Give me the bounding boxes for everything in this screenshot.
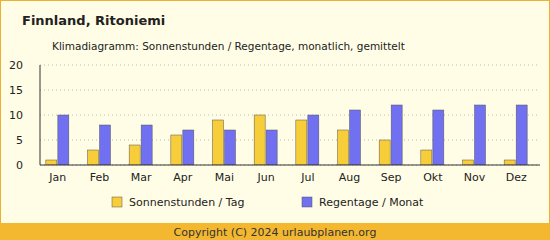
bar — [463, 160, 474, 165]
bar — [266, 130, 277, 165]
x-tick-label: Okt — [423, 171, 443, 184]
bar — [433, 110, 444, 165]
y-axis — [40, 65, 41, 165]
title: Finnland, Ritoniemi — [22, 13, 165, 28]
bar — [379, 140, 390, 165]
x-tick-label: Mai — [215, 171, 234, 184]
bar — [88, 150, 99, 165]
grid-line — [40, 140, 540, 141]
grid-line — [40, 90, 540, 91]
bar — [100, 125, 111, 165]
bar — [213, 120, 224, 165]
y-tick-label: 10 — [9, 109, 23, 122]
x-tick-label: Jun — [257, 171, 275, 184]
y-tick-label: 20 — [9, 59, 23, 72]
bar — [171, 135, 182, 165]
bar — [308, 115, 319, 165]
x-tick-label: Nov — [464, 171, 486, 184]
legend-label: Regentage / Monat — [319, 196, 424, 209]
y-tick-label: 15 — [9, 84, 23, 97]
x-tick-label: Aug — [339, 171, 360, 184]
x-tick-label: Sep — [381, 171, 402, 184]
bar — [338, 130, 349, 165]
y-tick-label: 5 — [16, 134, 23, 147]
grid-line — [40, 115, 540, 116]
x-tick-label: Apr — [173, 171, 193, 184]
bar — [296, 120, 307, 165]
bar — [504, 160, 515, 165]
bar — [46, 160, 57, 165]
grid-line — [40, 165, 540, 166]
bar — [129, 145, 140, 165]
bar — [516, 105, 527, 165]
footer: Copyright (C) 2024 urlaubplanen.org — [174, 226, 377, 239]
x-axis — [40, 165, 540, 166]
bars — [46, 105, 527, 165]
footer-bar — [0, 223, 550, 240]
chart: Finnland, Ritoniemi Klimadiagramm: Sonnen… — [0, 0, 550, 240]
x-tick-label: Jan — [48, 171, 66, 184]
grid-line — [40, 65, 540, 66]
bar — [421, 150, 432, 165]
subtitle: Klimadiagramm: Sonnenstunden / Regentage… — [52, 40, 405, 52]
x-tick-label: Feb — [90, 171, 109, 184]
bar — [475, 105, 486, 165]
bar — [254, 115, 265, 165]
legend-swatch — [112, 197, 122, 207]
bar — [141, 125, 152, 165]
y-tick-label: 0 — [16, 159, 23, 172]
bar — [225, 130, 236, 165]
bar — [350, 110, 361, 165]
chart-root: Finnland, Ritoniemi Klimadiagramm: Sonnen… — [0, 0, 550, 240]
bar — [58, 115, 69, 165]
x-tick-label: Jul — [300, 171, 314, 184]
x-tick-label: Mar — [131, 171, 152, 184]
legend-label: Sonnenstunden / Tag — [129, 196, 244, 209]
bar — [183, 130, 194, 165]
background — [1, 1, 550, 240]
legend-swatch — [302, 197, 312, 207]
x-tick-label: Dez — [506, 171, 527, 184]
bar — [391, 105, 402, 165]
